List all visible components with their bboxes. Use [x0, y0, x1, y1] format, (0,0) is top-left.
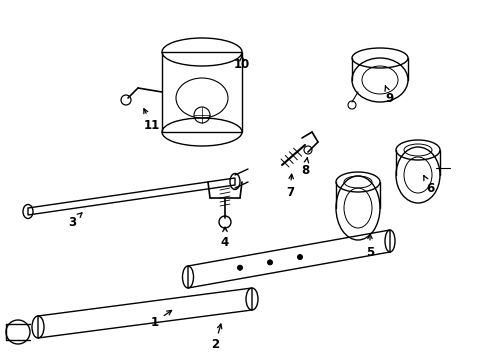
Text: 6: 6: [424, 176, 434, 194]
Text: 5: 5: [366, 234, 374, 258]
Text: 4: 4: [221, 227, 229, 248]
Text: 3: 3: [68, 213, 82, 229]
Ellipse shape: [268, 260, 272, 265]
Polygon shape: [28, 178, 235, 215]
Polygon shape: [38, 288, 252, 338]
Polygon shape: [188, 230, 390, 288]
Text: 11: 11: [144, 109, 160, 131]
Polygon shape: [162, 52, 242, 132]
Text: 10: 10: [234, 56, 250, 72]
Text: 8: 8: [301, 158, 309, 176]
Text: 9: 9: [385, 86, 394, 104]
Text: 2: 2: [211, 324, 222, 351]
Text: 1: 1: [151, 310, 171, 328]
Ellipse shape: [297, 255, 302, 260]
Text: 7: 7: [286, 174, 294, 198]
Ellipse shape: [238, 265, 243, 270]
